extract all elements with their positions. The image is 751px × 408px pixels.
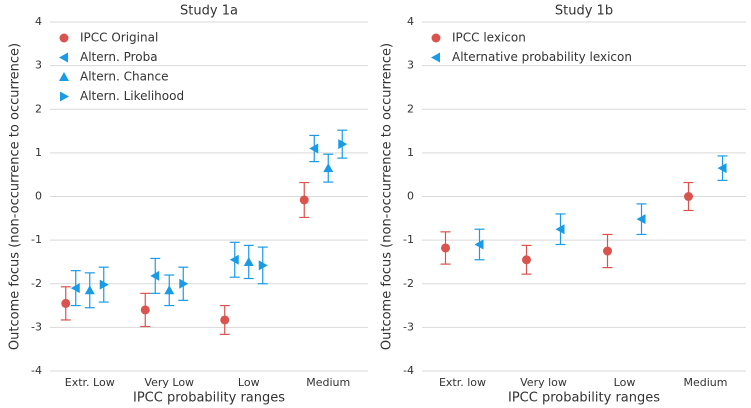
y-tick-label: -1 — [31, 233, 42, 246]
marker — [338, 139, 348, 150]
marker — [70, 283, 80, 294]
marker — [258, 260, 268, 271]
y-tick-label: -3 — [403, 320, 414, 333]
marker — [61, 298, 71, 308]
legend-marker — [59, 33, 69, 43]
marker — [474, 239, 484, 250]
marker — [243, 256, 254, 266]
y-tick-label: 0 — [407, 190, 414, 203]
x-tick-label: Low — [614, 376, 636, 389]
legend-text: Altern. Likelihood — [80, 89, 184, 103]
y-tick-label: 4 — [35, 15, 42, 28]
y-tick-label: 3 — [35, 59, 42, 72]
marker — [555, 224, 565, 235]
chart-title: Study 1a — [180, 4, 238, 19]
legend-marker — [59, 72, 69, 81]
marker — [299, 195, 309, 205]
legend-text: IPCC Original — [80, 31, 158, 45]
y-tick-label: 3 — [407, 59, 414, 72]
y-tick-label: -3 — [31, 320, 42, 333]
legend-text: Alternative probability lexicon — [452, 50, 632, 64]
marker — [99, 279, 109, 290]
marker — [150, 270, 160, 281]
marker — [164, 285, 175, 295]
marker — [140, 305, 150, 315]
y-tick-label: -1 — [403, 233, 414, 246]
y-axis-label: Outcome focus (non-occurrence to occurre… — [8, 43, 23, 350]
x-tick-label: Medium — [306, 376, 350, 389]
legend-text: IPCC lexicon — [452, 31, 526, 45]
marker — [603, 246, 612, 256]
y-tick-label: 1 — [407, 146, 414, 159]
x-axis-label: IPCC probability ranges — [133, 391, 285, 406]
y-tick-label: -2 — [403, 277, 414, 290]
y-tick-label: -2 — [31, 277, 42, 290]
x-tick-label: Very low — [520, 376, 567, 389]
y-tick-label: 4 — [407, 15, 414, 28]
marker — [229, 254, 239, 265]
marker — [441, 243, 450, 253]
y-tick-label: 2 — [35, 102, 42, 115]
x-tick-label: Medium — [684, 376, 728, 389]
marker — [179, 278, 189, 289]
y-tick-label: 0 — [35, 190, 42, 203]
marker — [717, 163, 727, 174]
marker — [84, 285, 95, 295]
legend-text: Altern. Proba — [80, 50, 158, 64]
legend-text: Altern. Chance — [80, 70, 169, 84]
y-tick-label: -4 — [31, 364, 42, 377]
y-tick-label: -4 — [403, 364, 414, 377]
legend-marker — [59, 52, 68, 63]
legend-marker — [431, 33, 441, 43]
x-axis-label: IPCC probability ranges — [508, 391, 660, 406]
marker — [323, 163, 334, 173]
marker — [522, 255, 531, 265]
x-tick-label: Very Low — [144, 376, 194, 389]
y-tick-label: 1 — [35, 146, 42, 159]
legend-marker — [431, 52, 440, 63]
x-tick-label: Low — [238, 376, 260, 389]
legend-marker — [60, 91, 69, 102]
y-axis-label: Outcome focus (non-occurrence to occurre… — [380, 43, 395, 350]
marker — [309, 143, 319, 154]
marker — [684, 192, 693, 201]
marker — [220, 315, 230, 325]
x-tick-label: Extr. Low — [65, 376, 115, 389]
marker — [636, 214, 646, 225]
chart-title: Study 1b — [555, 4, 613, 19]
x-tick-label: Extr. low — [439, 376, 486, 389]
y-tick-label: 2 — [407, 102, 414, 115]
